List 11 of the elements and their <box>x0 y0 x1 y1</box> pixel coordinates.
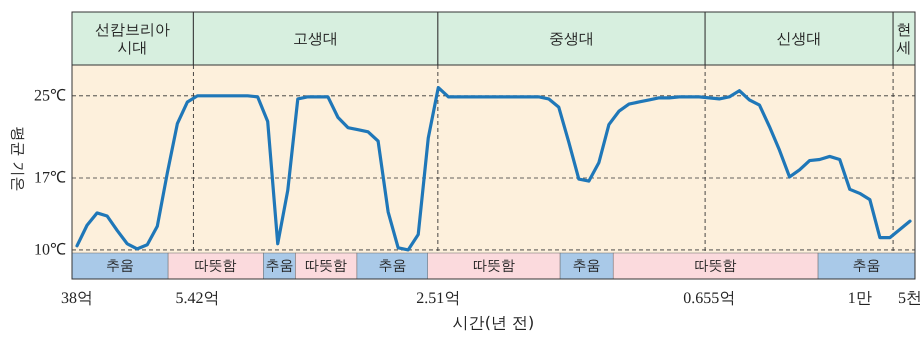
x-tick-label: 5천 <box>898 290 922 307</box>
x-tick-label: 5.42억 <box>175 290 220 307</box>
y-axis-title: 평균 기온 <box>9 126 27 192</box>
x-tick-label: 38억 <box>61 290 94 307</box>
x-tick-label: 1만 <box>848 290 872 307</box>
x-axis-title: 시간(년 전) <box>452 313 534 332</box>
x-tick-label: 0.655억 <box>683 290 736 307</box>
y-tick-label: 17℃ <box>34 170 66 187</box>
y-tick-label: 10℃ <box>34 241 66 258</box>
y-tick-label: 25℃ <box>34 87 66 104</box>
x-tick-label: 2.51억 <box>416 290 460 307</box>
